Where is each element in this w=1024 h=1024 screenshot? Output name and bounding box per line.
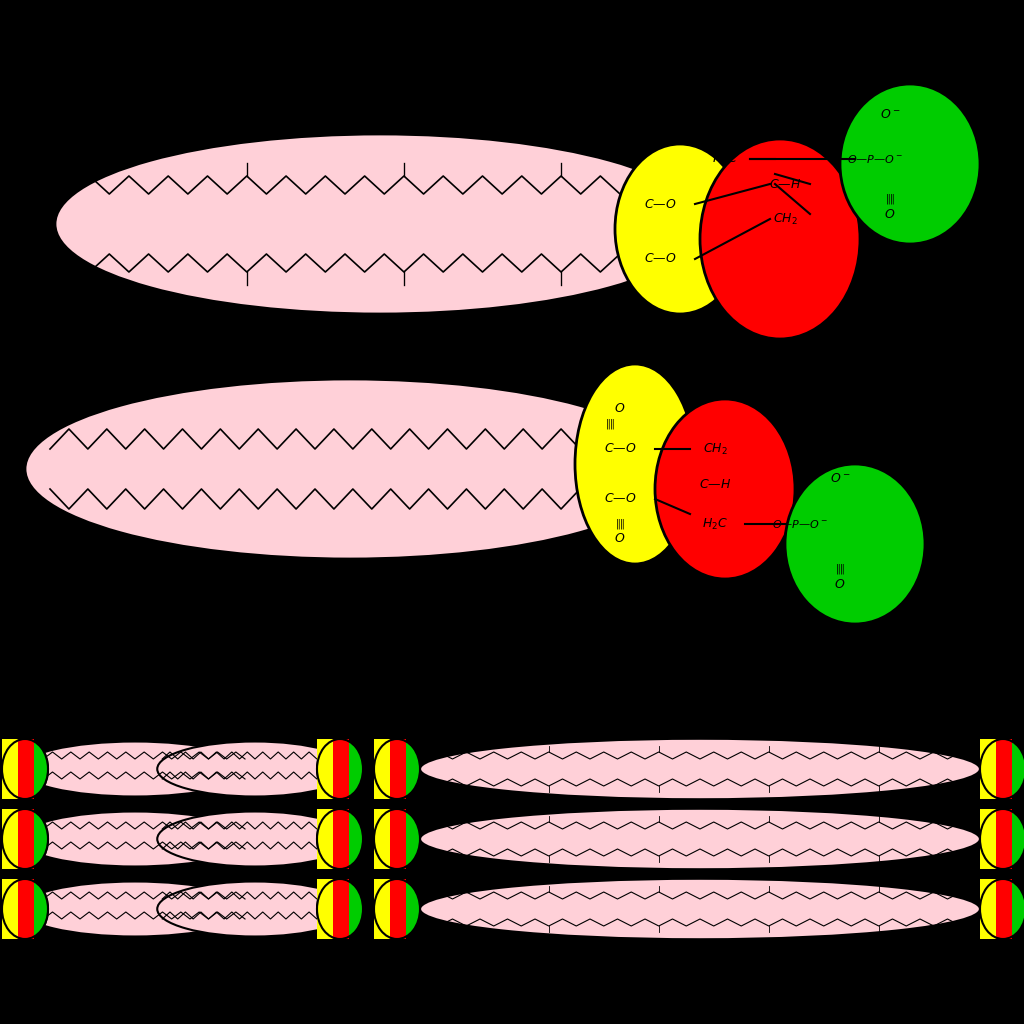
Ellipse shape — [980, 809, 1024, 869]
Text: $CH_2$: $CH_2$ — [773, 211, 798, 226]
Ellipse shape — [317, 739, 362, 799]
Ellipse shape — [25, 379, 675, 559]
Text: $C—H$: $C—H$ — [769, 177, 801, 190]
Ellipse shape — [2, 809, 48, 869]
Ellipse shape — [615, 144, 745, 314]
Bar — [390, 879, 407, 939]
Ellipse shape — [575, 364, 695, 564]
Bar — [317, 809, 333, 869]
Ellipse shape — [20, 741, 250, 797]
Bar — [390, 809, 407, 869]
Bar — [2, 809, 18, 869]
Ellipse shape — [2, 879, 48, 939]
Bar — [374, 739, 390, 799]
Ellipse shape — [420, 879, 980, 939]
Text: $O$: $O$ — [885, 208, 896, 220]
Text: $C—H$: $C—H$ — [698, 477, 731, 490]
Ellipse shape — [980, 879, 1024, 939]
Ellipse shape — [2, 739, 48, 799]
Bar — [333, 879, 349, 939]
Text: $\|\|$: $\|\|$ — [835, 562, 845, 575]
Text: $C—O$: $C—O$ — [604, 493, 636, 506]
Bar — [317, 879, 333, 939]
Text: $O$: $O$ — [614, 532, 626, 546]
Ellipse shape — [980, 879, 1024, 939]
Text: $O^-$: $O^-$ — [880, 108, 900, 121]
Text: $O$: $O$ — [614, 402, 626, 416]
Ellipse shape — [158, 811, 352, 866]
Bar — [2, 739, 18, 799]
Text: $C—O$: $C—O$ — [644, 198, 676, 211]
Bar — [996, 809, 1012, 869]
Text: $\|\|$: $\|\|$ — [885, 193, 895, 206]
Bar — [18, 809, 34, 869]
Ellipse shape — [374, 879, 420, 939]
Text: $C—O$: $C—O$ — [644, 253, 676, 265]
Ellipse shape — [2, 809, 48, 869]
Text: $O—P—O^-$: $O—P—O^-$ — [847, 153, 903, 165]
Text: $O—P—O^-$: $O—P—O^-$ — [772, 518, 828, 530]
Text: $CH_2$: $CH_2$ — [702, 441, 727, 457]
Ellipse shape — [420, 738, 980, 800]
Text: $O^-$: $O^-$ — [829, 472, 850, 485]
Ellipse shape — [785, 464, 925, 624]
Ellipse shape — [2, 739, 48, 799]
Text: $\|\|$: $\|\|$ — [614, 517, 626, 531]
Bar — [2, 879, 18, 939]
Ellipse shape — [980, 739, 1024, 799]
Ellipse shape — [317, 809, 362, 869]
Ellipse shape — [374, 739, 420, 799]
Bar — [980, 809, 996, 869]
Bar — [390, 739, 407, 799]
Ellipse shape — [700, 139, 860, 339]
Bar — [980, 739, 996, 799]
Ellipse shape — [158, 882, 352, 937]
Bar — [996, 879, 1012, 939]
Ellipse shape — [374, 879, 420, 939]
Bar — [317, 739, 333, 799]
Ellipse shape — [840, 84, 980, 244]
Ellipse shape — [317, 809, 362, 869]
Text: $O$: $O$ — [835, 578, 846, 591]
Ellipse shape — [55, 134, 705, 314]
Ellipse shape — [980, 809, 1024, 869]
Ellipse shape — [374, 809, 420, 869]
Bar — [18, 879, 34, 939]
Bar — [980, 879, 996, 939]
Bar — [333, 809, 349, 869]
Ellipse shape — [655, 399, 795, 579]
Ellipse shape — [420, 809, 980, 869]
Text: $\|\|$: $\|\|$ — [605, 417, 615, 431]
Text: $C—O$: $C—O$ — [604, 442, 636, 456]
Ellipse shape — [980, 739, 1024, 799]
Ellipse shape — [20, 811, 250, 866]
Ellipse shape — [317, 739, 362, 799]
Text: $H_2C$: $H_2C$ — [712, 152, 738, 167]
Bar — [374, 809, 390, 869]
Ellipse shape — [158, 741, 352, 797]
Ellipse shape — [20, 882, 250, 937]
Text: $H_2C$: $H_2C$ — [702, 516, 728, 531]
Ellipse shape — [317, 879, 362, 939]
Bar — [18, 739, 34, 799]
Ellipse shape — [374, 739, 420, 799]
Ellipse shape — [374, 809, 420, 869]
Bar — [996, 739, 1012, 799]
Bar — [374, 879, 390, 939]
Ellipse shape — [317, 879, 362, 939]
Bar — [333, 739, 349, 799]
Ellipse shape — [2, 879, 48, 939]
